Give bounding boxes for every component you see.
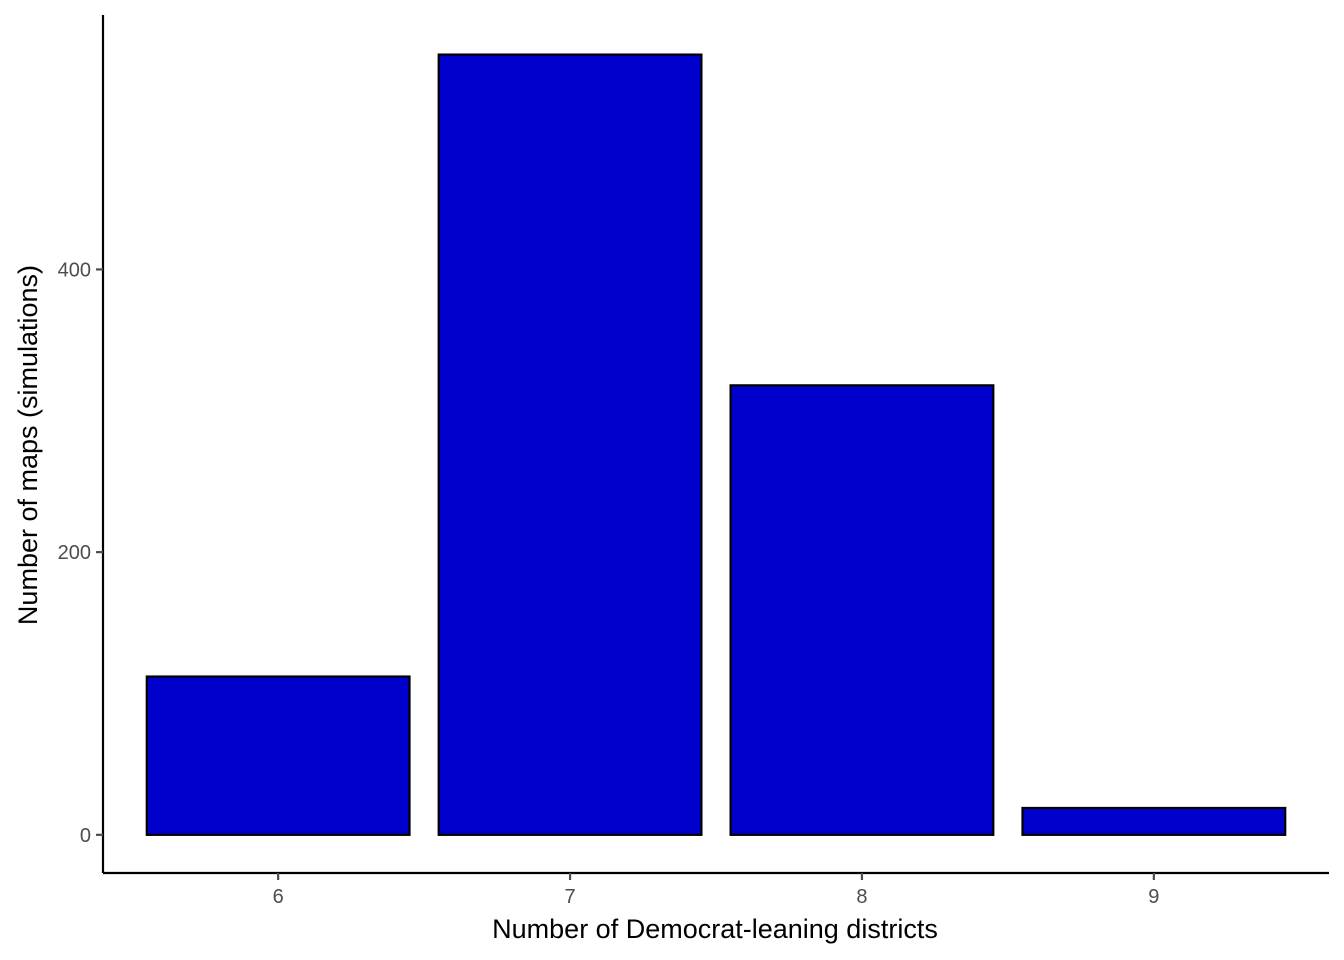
x-tick-label: 8 [856, 886, 867, 908]
bar-9 [1021, 806, 1287, 836]
x-tick-label: 9 [1148, 886, 1159, 908]
bar-8 [729, 384, 995, 836]
bars-group [145, 53, 1287, 836]
x-tick-label: 7 [564, 886, 575, 908]
ticks-group: 0 200 400 6 7 8 9 [58, 259, 1160, 908]
bar-7 [437, 53, 703, 836]
y-axis-title: Number of maps (simulations) [13, 265, 43, 625]
x-tick-label: 6 [273, 886, 284, 908]
bar-6 [145, 675, 411, 836]
x-axis-title: Number of Democrat-leaning districts [492, 914, 938, 944]
axes-group [101, 15, 1329, 875]
y-tick-label: 200 [58, 542, 91, 564]
y-tick-label: 0 [80, 825, 91, 847]
y-tick-label: 400 [58, 259, 91, 281]
